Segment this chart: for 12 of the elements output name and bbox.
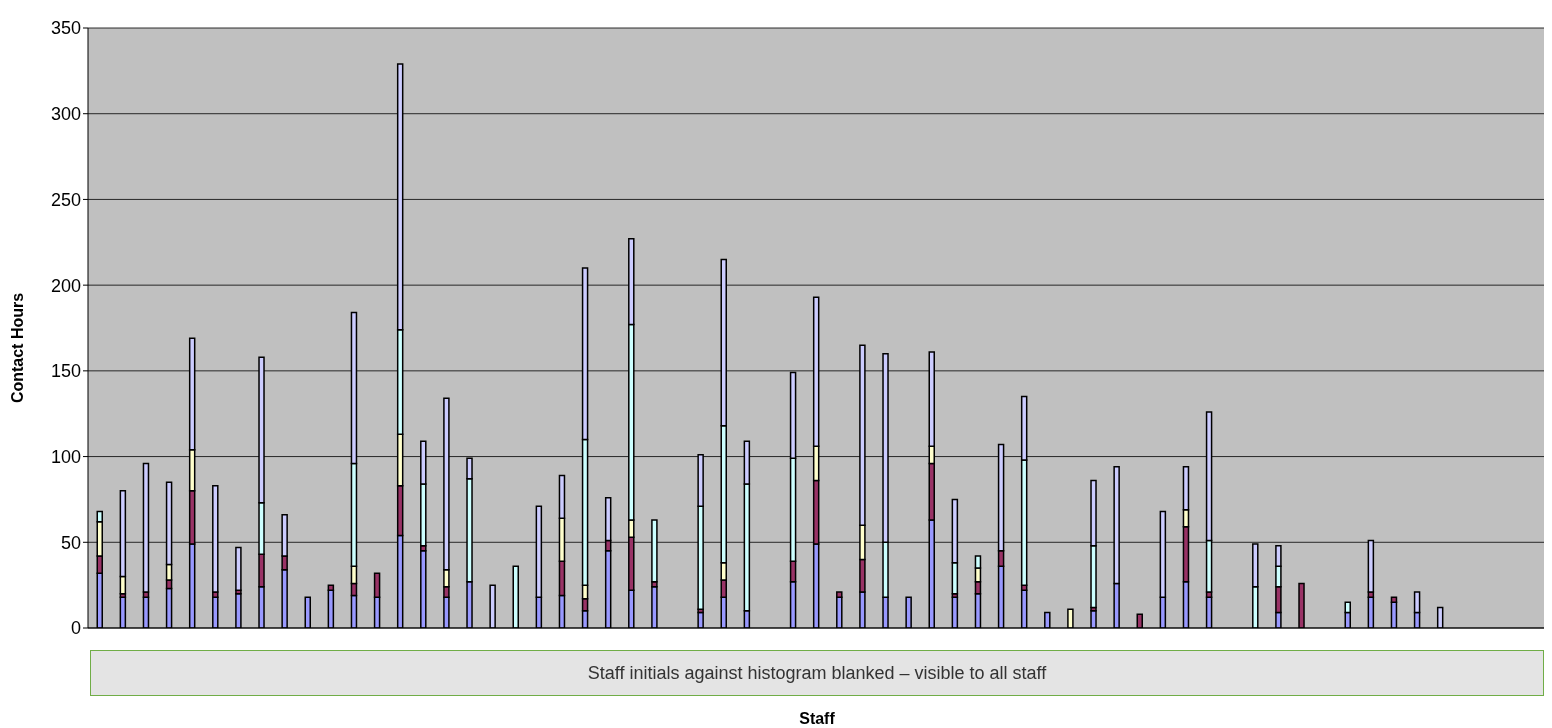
y-tick-label: 200: [50, 275, 81, 296]
x-axis-title: Staff: [798, 710, 836, 728]
y-tick-label: 150: [50, 361, 81, 382]
caption-box: Staff initials against histogram blanked – visible to all staff: [90, 650, 1544, 696]
y-tick-label: 50: [60, 532, 81, 553]
y-tick-label: 350: [50, 18, 81, 39]
y-axis-title: Contact Hours: [9, 292, 27, 404]
bar: [235, 546, 242, 592]
y-tick-label: 100: [50, 446, 81, 467]
y-tick-label: 300: [50, 104, 81, 125]
y-tick-label: 250: [50, 189, 81, 210]
y-tick-label: 0: [70, 618, 81, 639]
